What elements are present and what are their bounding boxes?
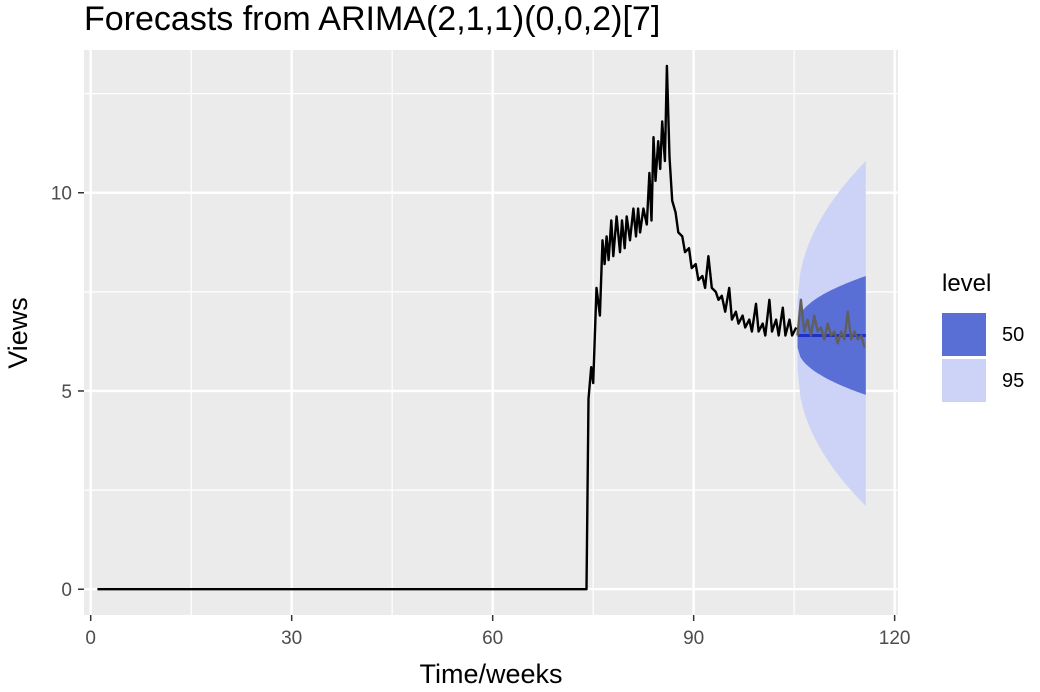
x-tick-label: 120 — [879, 628, 911, 649]
chart-title: Forecasts from ARIMA(2,1,1)(0,0,2)[7] — [84, 0, 660, 38]
legend: level 50 95 — [942, 270, 1024, 402]
x-tick-label: 90 — [683, 628, 704, 649]
legend-title: level — [942, 270, 991, 297]
x-axis-ticks: 0 30 60 90 120 — [85, 615, 911, 649]
legend-label-95: 95 — [1002, 370, 1024, 392]
minor-gridlines — [84, 50, 898, 615]
y-tick-label: 0 — [61, 580, 72, 601]
y-axis-ticks: 0 5 10 — [51, 184, 84, 601]
x-tick-label: 30 — [281, 628, 302, 649]
legend-key-50 — [942, 313, 986, 356]
x-tick-label: 60 — [482, 628, 503, 649]
series-lines — [97, 64, 866, 591]
y-tick-label: 5 — [61, 382, 72, 403]
y-axis-title: Views — [3, 297, 33, 369]
legend-label-50: 50 — [1002, 324, 1024, 346]
observed-series-line — [97, 64, 798, 591]
y-tick-label: 10 — [51, 184, 72, 205]
legend-key-95 — [942, 359, 986, 402]
holdout-series-line — [796, 298, 866, 348]
x-axis-title: Time/weeks — [419, 659, 562, 689]
x-tick-label: 0 — [85, 628, 96, 649]
plot-panel — [84, 50, 898, 615]
